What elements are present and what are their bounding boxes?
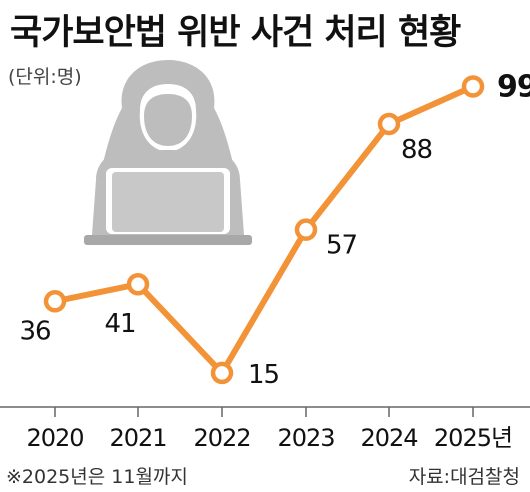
- data-label: 57: [326, 231, 357, 261]
- unit-label: (단위:명): [8, 66, 82, 88]
- x-tick-label: 2023: [277, 424, 334, 452]
- series-line: [52, 83, 476, 376]
- data-label: 15: [248, 360, 279, 390]
- x-tick-label: 2022: [193, 424, 250, 452]
- data-point: [126, 272, 150, 296]
- x-tick-label: 2024: [360, 424, 417, 452]
- data-point: [461, 75, 485, 98]
- data-label: 88: [401, 135, 432, 165]
- x-tick-label: 2020: [26, 424, 83, 452]
- data-point: [377, 112, 401, 136]
- x-tick-label: 2021: [109, 424, 166, 452]
- chart-title: 국가보안법 위반 사건 처리 현황: [10, 13, 461, 53]
- data-point: [43, 290, 67, 313]
- data-point: [210, 361, 234, 385]
- data-point: [294, 218, 318, 241]
- data-label: 99: [497, 69, 530, 104]
- data-label: 36: [19, 316, 50, 346]
- hooded-hacker-laptop-icon: [84, 60, 252, 245]
- data-label: 41: [104, 309, 135, 339]
- x-tick-label: 2025년: [434, 424, 512, 452]
- footnote: ※2025년은 11월까지: [6, 466, 188, 488]
- source-note: 자료:대검찰청: [408, 466, 520, 488]
